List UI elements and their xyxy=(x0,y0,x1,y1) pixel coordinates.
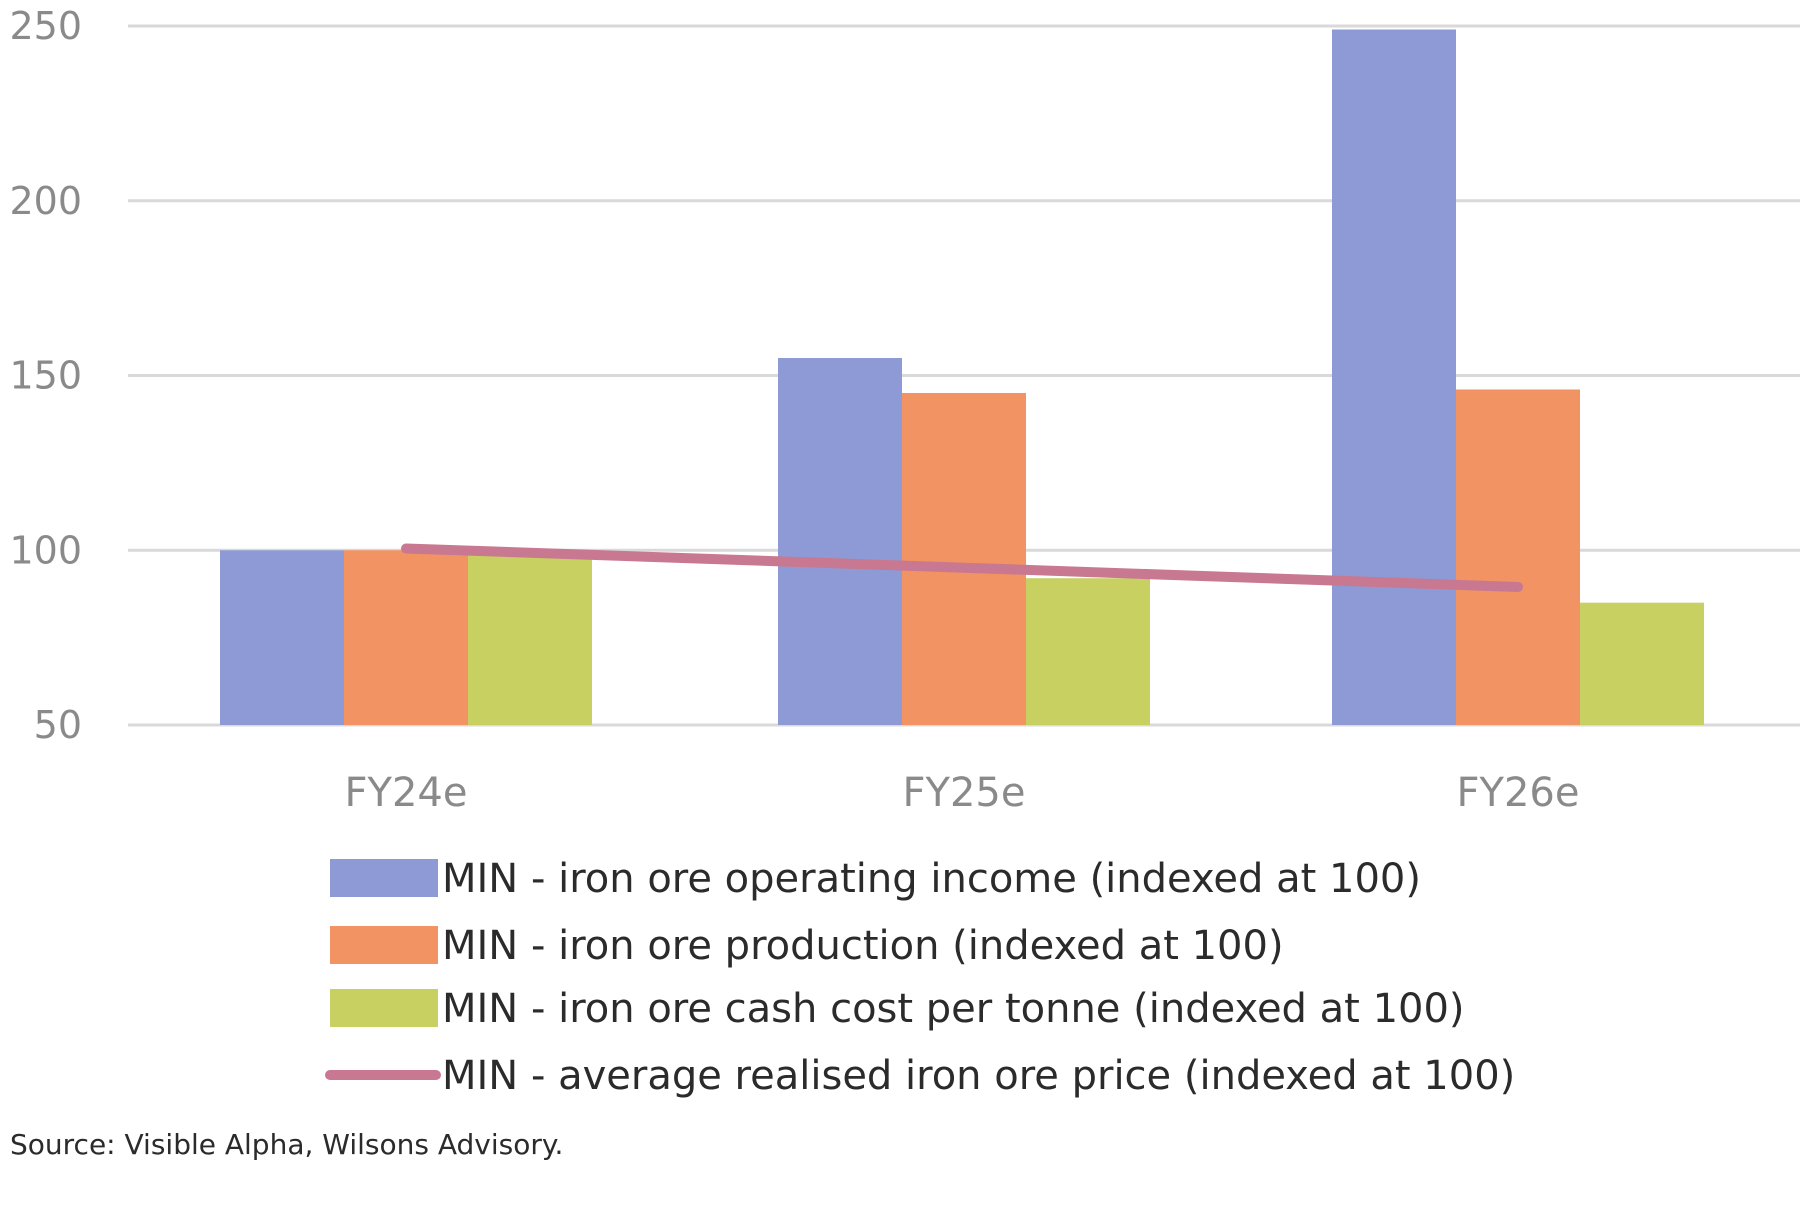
legend: MIN - iron ore operating income (indexed… xyxy=(325,856,1515,1099)
x-tick-label-fy24e: FY24e xyxy=(345,770,468,816)
bar-fy24e-series-0 xyxy=(220,550,344,725)
y-tick-label: 150 xyxy=(9,354,82,398)
x-tick-label-fy25e: FY25e xyxy=(903,770,1026,816)
legend-swatch-2 xyxy=(330,989,438,1027)
legend-label-1: MIN - iron ore production (indexed at 10… xyxy=(442,923,1284,969)
bar-fy24e-series-1 xyxy=(344,550,468,725)
legend-swatch-0 xyxy=(330,859,438,897)
line-series-3 xyxy=(401,543,1523,592)
series-lines xyxy=(401,543,1523,592)
bar-fy25e-series-1 xyxy=(902,392,1026,725)
bars xyxy=(220,29,1704,726)
y-axis-tick-labels: 50 100 150 200 250 xyxy=(9,4,82,747)
legend-label-0: MIN - iron ore operating income (indexed… xyxy=(442,856,1421,902)
x-axis-category-labels: FY24e FY25e FY26e xyxy=(345,770,1580,816)
bar-fy26e-series-2 xyxy=(1580,602,1704,725)
bar-fy25e-series-2 xyxy=(1026,578,1150,725)
legend-swatch-1 xyxy=(330,926,438,964)
y-tick-label: 200 xyxy=(9,179,82,223)
bar-fy26e-series-1 xyxy=(1456,389,1580,725)
y-tick-label: 250 xyxy=(9,4,82,48)
bar-fy26e-series-0 xyxy=(1332,29,1456,726)
source-note: Source: Visible Alpha, Wilsons Advisory. xyxy=(10,1128,564,1161)
bar-fy25e-series-0 xyxy=(778,358,902,725)
y-tick-label: 100 xyxy=(9,528,82,572)
legend-label-3: MIN - average realised iron ore price (i… xyxy=(442,1053,1515,1099)
x-tick-label-fy26e: FY26e xyxy=(1457,770,1580,816)
legend-label-2: MIN - iron ore cash cost per tonne (inde… xyxy=(442,986,1465,1032)
y-tick-label: 50 xyxy=(34,703,82,747)
bar-fy24e-series-2 xyxy=(468,550,592,725)
